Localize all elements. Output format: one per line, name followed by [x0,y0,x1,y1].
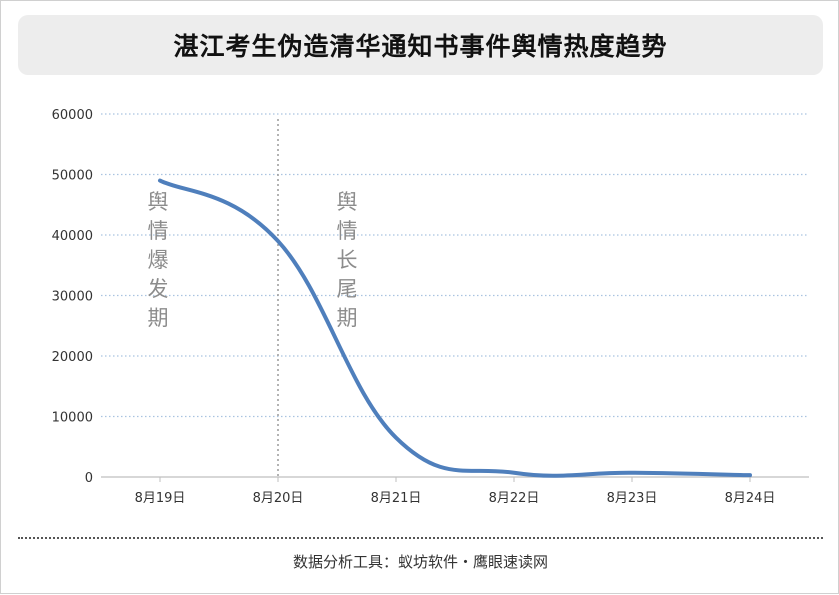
phase-label-char: 情 [337,219,358,243]
y-tick-label: 60000 [52,108,93,123]
y-tick-label: 30000 [52,290,93,305]
x-tick-label: 8月21日 [371,491,422,506]
phase-label-char: 舆 [337,190,358,214]
y-tick-label: 10000 [52,411,93,426]
phase-label-char: 长 [337,248,358,272]
footer-divider [18,537,823,539]
phase-label-char: 期 [337,306,358,330]
x-tick-label: 8月19日 [135,491,186,506]
x-tick-label: 8月24日 [725,491,776,506]
x-tick-label: 8月22日 [489,491,540,506]
phase-label-char: 舆 [148,190,169,214]
phase-label-char: 尾 [337,277,358,301]
phase-label-char: 发 [148,277,169,301]
y-tick-label: 40000 [52,229,93,244]
y-tick-label: 20000 [52,350,93,365]
footer-source: 数据分析工具：蚁坊软件・鹰眼速读网 [1,551,839,572]
x-tick-label: 8月20日 [253,491,304,506]
series-line [160,181,750,476]
x-tick-label: 8月23日 [607,491,658,506]
phase-label-char: 情 [148,219,169,243]
y-tick-label: 0 [85,471,93,486]
phase-label-char: 期 [148,306,169,330]
phase-label-char: 爆 [148,248,169,272]
y-tick-label: 50000 [52,169,93,184]
